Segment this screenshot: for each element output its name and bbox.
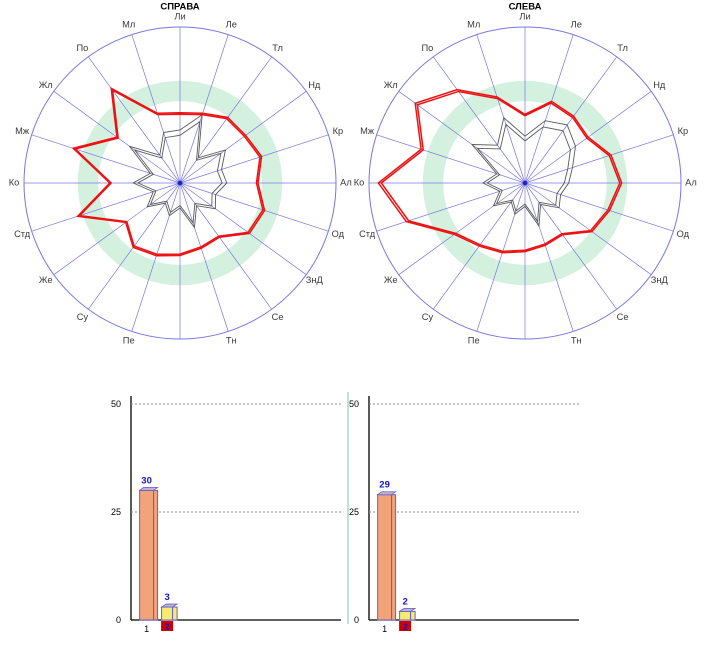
svg-text:Се: Се <box>272 312 284 322</box>
svg-text:0: 0 <box>354 615 359 625</box>
svg-text:Ко: Ко <box>354 177 365 187</box>
svg-text:Нд: Нд <box>653 80 666 90</box>
svg-text:Тн: Тн <box>226 335 237 345</box>
svg-text:Пе: Пе <box>123 335 135 345</box>
svg-text:Жл: Жл <box>384 80 398 90</box>
svg-text:25: 25 <box>111 507 121 517</box>
svg-text:2: 2 <box>165 622 170 632</box>
svg-text:Ал: Ал <box>685 177 697 187</box>
svg-text:Нд: Нд <box>308 80 321 90</box>
svg-text:Су: Су <box>77 312 89 322</box>
svg-text:Кр: Кр <box>678 126 689 136</box>
svg-text:Тн: Тн <box>571 335 582 345</box>
svg-text:Мж: Мж <box>360 126 375 136</box>
svg-text:0: 0 <box>116 615 121 625</box>
svg-text:Ле: Ле <box>571 20 582 30</box>
svg-text:Тл: Тл <box>272 43 283 53</box>
svg-text:29: 29 <box>379 480 390 491</box>
svg-text:Ле: Ле <box>226 20 237 30</box>
svg-text:Од: Од <box>677 229 690 239</box>
svg-text:Пе: Пе <box>468 335 480 345</box>
svg-text:1: 1 <box>144 624 149 634</box>
svg-text:25: 25 <box>349 507 359 517</box>
svg-text:50: 50 <box>111 399 121 409</box>
svg-text:Мл: Мл <box>467 20 480 30</box>
svg-text:Се: Се <box>617 312 629 322</box>
svg-text:ЗнД: ЗнД <box>306 275 324 285</box>
svg-text:Жл: Жл <box>39 80 53 90</box>
svg-text:3: 3 <box>164 592 169 603</box>
svg-text:Ли: Ли <box>174 11 185 21</box>
svg-text:Тл: Тл <box>617 43 628 53</box>
svg-text:30: 30 <box>141 475 152 486</box>
svg-text:50: 50 <box>349 399 359 409</box>
svg-text:Же: Же <box>384 275 398 285</box>
svg-text:2: 2 <box>402 596 407 607</box>
svg-text:Ко: Ко <box>9 177 20 187</box>
svg-text:Стд: Стд <box>14 229 31 239</box>
svg-text:Мл: Мл <box>122 20 135 30</box>
svg-text:По: По <box>77 43 89 53</box>
svg-text:ЗнД: ЗнД <box>651 275 669 285</box>
svg-text:Од: Од <box>332 229 345 239</box>
svg-text:Ал: Ал <box>340 177 352 187</box>
svg-text:Мж: Мж <box>15 126 30 136</box>
svg-text:Же: Же <box>39 275 53 285</box>
svg-text:2: 2 <box>403 622 408 632</box>
svg-text:Стд: Стд <box>359 229 376 239</box>
svg-text:По: По <box>422 43 434 53</box>
svg-text:Кр: Кр <box>333 126 344 136</box>
svg-text:Су: Су <box>422 312 434 322</box>
svg-text:Ли: Ли <box>519 11 530 21</box>
svg-text:1: 1 <box>382 624 387 634</box>
